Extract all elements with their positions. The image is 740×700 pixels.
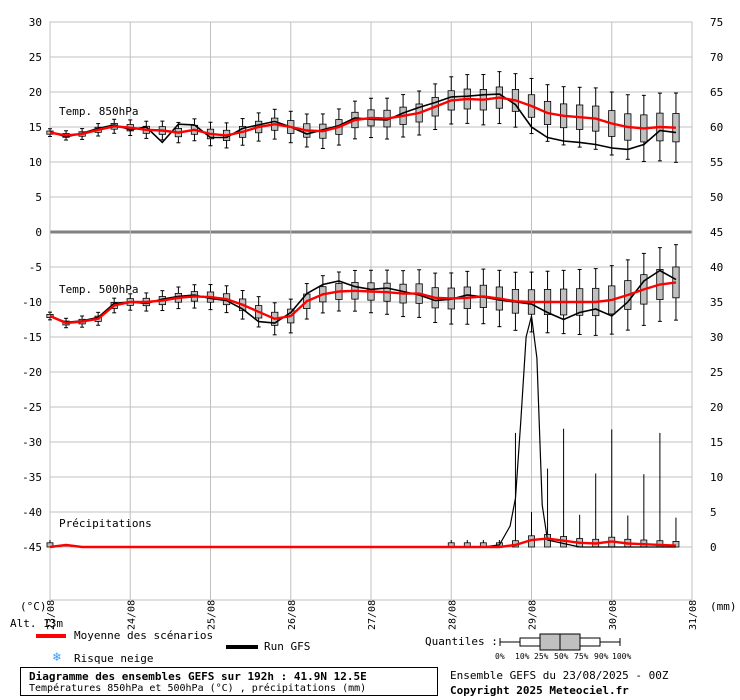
left-tick-label: 25 bbox=[29, 51, 42, 64]
right-tick-label: 30 bbox=[710, 331, 723, 344]
right-tick-label: 60 bbox=[710, 121, 723, 134]
left-tick-label: 10 bbox=[29, 156, 42, 169]
right-tick-label: 10 bbox=[710, 471, 723, 484]
left-tick-label: 20 bbox=[29, 86, 42, 99]
chart-title: Diagramme des ensembles GEFS sur 192h : … bbox=[29, 670, 367, 683]
right-tick-label: 20 bbox=[710, 401, 723, 414]
left-tick-label: -10 bbox=[22, 296, 42, 309]
quantile-legend bbox=[499, 633, 621, 651]
right-tick-label: 65 bbox=[710, 86, 723, 99]
right-tick-label: 15 bbox=[710, 436, 723, 449]
left-unit-label: (°C) bbox=[20, 600, 47, 613]
t850-label: Temp. 850hPa bbox=[59, 105, 138, 118]
legend-run-label: Run GFS bbox=[264, 640, 311, 653]
left-tick-label: -15 bbox=[22, 331, 42, 344]
legend-snow-label: Risque neige bbox=[74, 652, 154, 665]
left-tick-label: 0 bbox=[35, 226, 42, 239]
q25: 25% bbox=[534, 652, 549, 661]
date-tick-label: 31/08 bbox=[688, 600, 699, 630]
left-tick-label: 15 bbox=[29, 121, 42, 134]
right-tick-label: 5 bbox=[710, 506, 717, 519]
date-tick-label: 27/08 bbox=[367, 600, 378, 630]
date-tick-label: 29/08 bbox=[528, 600, 539, 630]
copyright: Copyright 2025 Meteociel.fr bbox=[450, 684, 629, 697]
legend-mean-swatch bbox=[36, 634, 66, 638]
t500-mean-line bbox=[49, 281, 677, 325]
right-tick-label: 40 bbox=[710, 261, 723, 274]
right-tick-label: 45 bbox=[710, 226, 723, 239]
left-tick-label: -45 bbox=[22, 541, 42, 554]
q90: 90% bbox=[594, 652, 609, 661]
q10: 10% bbox=[515, 652, 530, 661]
left-tick-label: -5 bbox=[29, 261, 42, 274]
left-tick-label: -20 bbox=[22, 366, 42, 379]
footer-title-box: Diagramme des ensembles GEFS sur 192h : … bbox=[20, 667, 438, 696]
t850-mean-line bbox=[49, 96, 677, 137]
legend-run-swatch bbox=[226, 645, 258, 649]
precip-label: Précipitations bbox=[59, 517, 152, 530]
snowflake-icon: ❄ bbox=[53, 650, 61, 665]
run-info: Ensemble GEFS du 23/08/2025 - 00Z bbox=[450, 669, 669, 682]
date-tick-label: 23/08 bbox=[46, 600, 57, 630]
legend-quantiles-label: Quantiles : bbox=[425, 635, 498, 648]
left-tick-label: -30 bbox=[22, 436, 42, 449]
t500-label: Temp. 500hPa bbox=[59, 283, 138, 296]
axis-ticks: 302520151050-5-10-15-20-25-30-35-40-4575… bbox=[22, 16, 723, 630]
right-tick-label: 25 bbox=[710, 366, 723, 379]
date-tick-label: 28/08 bbox=[447, 600, 458, 630]
right-tick-label: 0 bbox=[710, 541, 717, 554]
legend-mean-label: Moyenne des scénarios bbox=[74, 629, 214, 642]
date-tick-label: 30/08 bbox=[608, 600, 619, 630]
right-tick-label: 50 bbox=[710, 191, 723, 204]
right-tick-label: 75 bbox=[710, 16, 723, 29]
right-tick-label: 70 bbox=[710, 51, 723, 64]
panel-labels: Temp. 850hPa Temp. 500hPa Précipitations bbox=[59, 105, 152, 530]
q0: 0% bbox=[495, 652, 505, 661]
precip-mean-line bbox=[49, 537, 677, 549]
q100: 100% bbox=[612, 652, 632, 661]
date-tick-label: 25/08 bbox=[207, 600, 218, 630]
date-tick-label: 26/08 bbox=[287, 600, 298, 630]
date-tick-label: 24/08 bbox=[126, 600, 137, 630]
right-tick-label: 35 bbox=[710, 296, 723, 309]
q75: 75% bbox=[574, 652, 589, 661]
left-tick-label: -25 bbox=[22, 401, 42, 414]
left-tick-label: -40 bbox=[22, 506, 42, 519]
right-tick-label: 55 bbox=[710, 156, 723, 169]
q50: 50% bbox=[554, 652, 569, 661]
series-lines bbox=[49, 93, 677, 549]
left-tick-label: -35 bbox=[22, 471, 42, 484]
chart-subtitle: Températures 850hPa et 500hPa (°C) , pré… bbox=[29, 683, 367, 694]
right-unit-label: (mm) bbox=[710, 600, 737, 613]
left-tick-label: 30 bbox=[29, 16, 42, 29]
left-tick-label: 5 bbox=[35, 191, 42, 204]
altitude-label: Alt. 13m bbox=[10, 617, 63, 630]
